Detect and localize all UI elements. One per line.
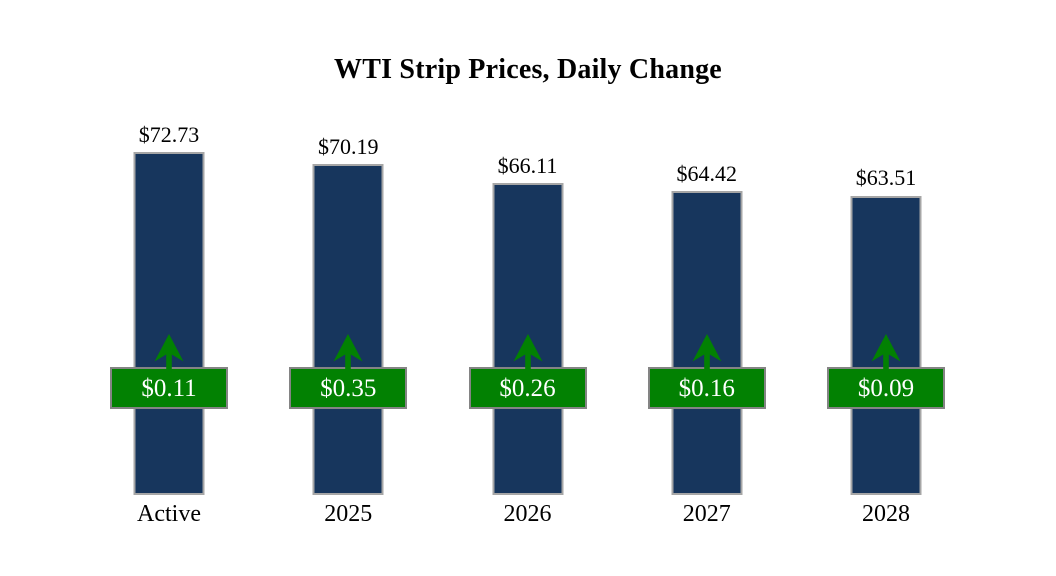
bar-group: $63.51 $0.09 2028 [796,0,975,576]
up-arrow-icon [333,334,363,373]
bar-group: $64.42 $0.16 2027 [617,0,796,576]
daily-change-value: $0.16 [678,374,735,402]
price-bar [133,152,205,495]
price-label: $72.73 [138,121,200,147]
price-label: $70.19 [318,133,379,159]
category-label: 2026 [503,501,552,527]
daily-change-value: $0.09 [857,374,915,402]
up-arrow-icon [871,334,901,373]
bar-group: $72.73 $0.11 Active [79,0,258,576]
bar-group: $66.11 $0.26 2026 [438,0,617,576]
chart-title: WTI Strip Prices, Daily Change [334,54,722,85]
up-arrow-icon [692,334,722,373]
category-label: 2028 [862,501,910,527]
up-arrow-icon [513,334,542,373]
price-bar [312,164,384,495]
up-arrow-icon [154,334,184,373]
daily-change-value: $0.26 [499,374,556,402]
price-label: $66.11 [497,153,558,179]
daily-change-badge: $0.09 [827,367,945,409]
bar-group: $70.19 $0.35 2025 [259,0,438,576]
price-label: $64.42 [676,161,738,187]
category-label: Active [137,501,201,527]
daily-change-badge: $0.16 [647,367,766,409]
category-label: 2027 [682,501,731,527]
daily-change-badge: $0.11 [110,367,228,409]
daily-change-badge: $0.35 [289,367,408,409]
daily-change-value: $0.35 [320,374,377,402]
price-label: $63.51 [855,165,917,191]
daily-change-badge: $0.26 [468,367,587,409]
category-label: 2025 [324,501,373,527]
daily-change-value: $0.11 [141,374,197,402]
